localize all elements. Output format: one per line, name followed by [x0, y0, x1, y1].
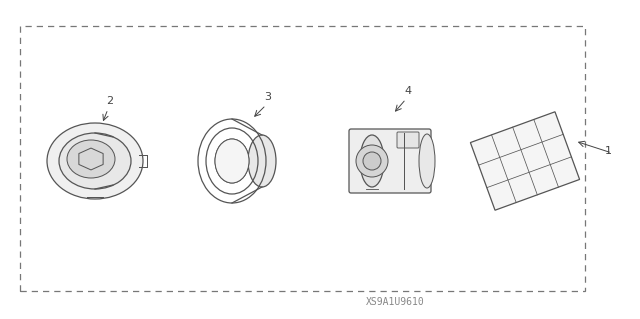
Ellipse shape — [47, 123, 143, 199]
Ellipse shape — [59, 133, 131, 189]
Ellipse shape — [215, 139, 249, 183]
Text: 2: 2 — [106, 96, 113, 106]
Ellipse shape — [248, 135, 276, 187]
Text: 1: 1 — [605, 146, 611, 156]
Text: 3: 3 — [264, 92, 271, 102]
Circle shape — [356, 145, 388, 177]
Circle shape — [363, 152, 381, 170]
Polygon shape — [470, 112, 580, 210]
Text: XS9A1U9610: XS9A1U9610 — [365, 297, 424, 307]
Ellipse shape — [67, 140, 115, 178]
Bar — [20, 26, 585, 291]
FancyBboxPatch shape — [349, 129, 431, 193]
FancyBboxPatch shape — [397, 132, 419, 148]
Text: 4: 4 — [404, 86, 412, 96]
Ellipse shape — [419, 134, 435, 188]
Ellipse shape — [215, 139, 249, 183]
Ellipse shape — [360, 135, 384, 187]
